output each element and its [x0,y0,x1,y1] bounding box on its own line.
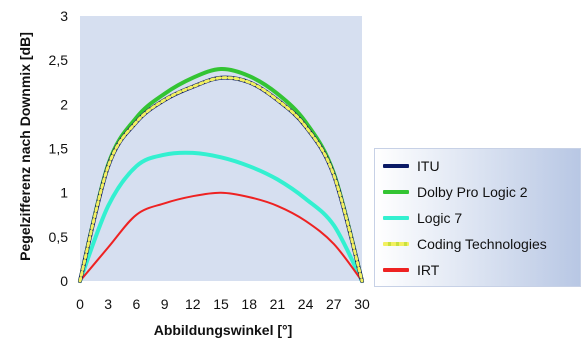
legend-label: Dolby Pro Logic 2 [417,184,528,200]
y-tick-label: 0 [60,273,68,289]
x-axis-title: Abbildungswinkel [°] [154,322,293,338]
legend-label: Logic 7 [417,210,463,226]
x-tick-label: 15 [213,296,229,312]
legend-item-logic-7: Logic 7 [383,205,462,231]
x-tick-label: 6 [133,296,141,312]
x-tick-label: 0 [76,296,84,312]
x-tick-label: 21 [270,296,286,312]
y-tick-label: 3 [60,8,68,24]
series-line-irt [79,191,363,282]
legend-label: IRT [417,262,440,278]
series-line-logic-7 [78,150,364,283]
series-line-coding-technologies [78,76,364,283]
x-tick-label: 18 [241,296,257,312]
legend-label: ITU [417,158,440,174]
y-tick-label: 0,5 [49,229,69,245]
legend-swatch [383,164,409,168]
y-tick-label: 1 [60,185,68,201]
y-tick-label: 1,5 [49,141,69,157]
legend-item-irt: IRT [383,257,439,283]
x-tick-label: 9 [161,296,169,312]
legend-swatch [383,216,409,220]
legend-swatch [383,242,409,246]
x-tick-label: 30 [354,296,370,312]
legend-swatch [383,190,409,194]
x-tick-label: 27 [326,296,342,312]
y-axis-title: Pegelzifferenz nach Downmix [dB] [17,32,33,261]
y-tick-label: 2,5 [49,52,69,68]
y-tick-label: 2 [60,96,68,112]
legend-item-coding-technologies: Coding Technologies [383,231,547,257]
x-tick-label: 24 [298,296,314,312]
legend-item-dolby-pro-logic-2: Dolby Pro Logic 2 [383,179,528,205]
x-tick-label: 3 [104,296,112,312]
plot-area [80,16,362,281]
legend: ITU Dolby Pro Logic 2 Logic 7 Coding Tec… [374,148,581,287]
legend-item-itu: ITU [383,153,440,179]
legend-label: Coding Technologies [417,236,547,252]
x-tick-label: 12 [185,296,201,312]
legend-swatch [383,268,409,272]
